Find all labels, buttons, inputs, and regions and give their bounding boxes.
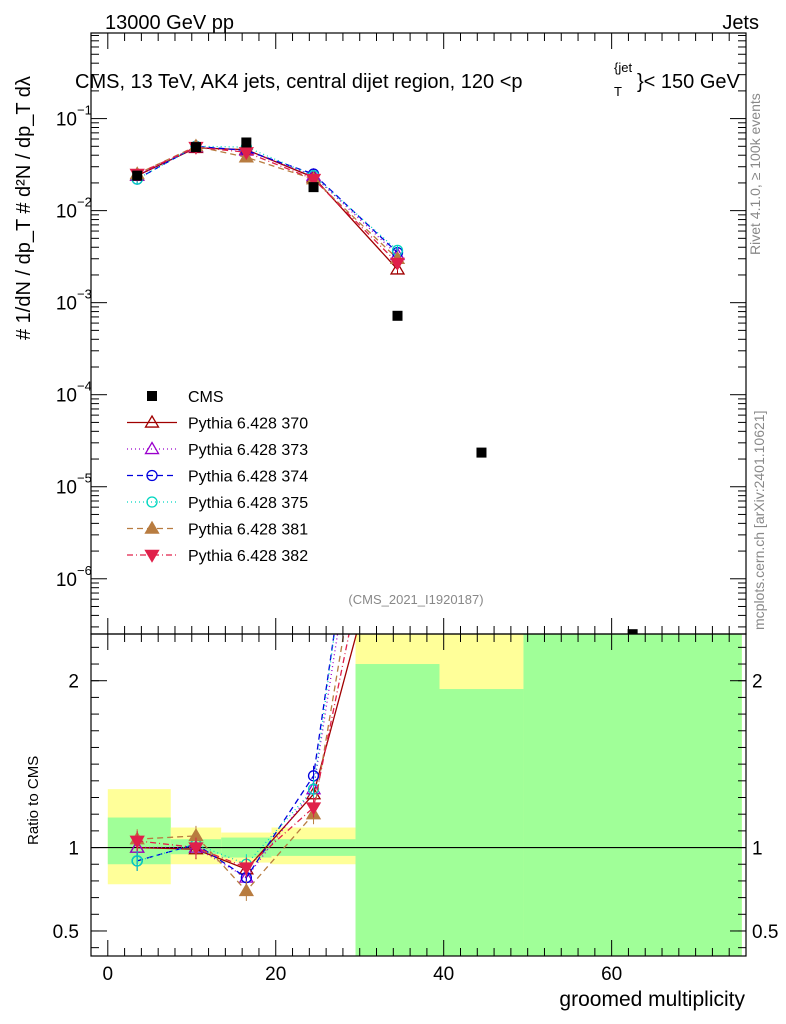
legend-label-0: Pythia 6.428 370 (188, 416, 308, 433)
data-point-5 (476, 447, 487, 458)
ratio-ytick-label-left-2: 2 (68, 672, 79, 693)
main-ytick-sup-5: −1 (77, 103, 92, 118)
x-axis-label: groomed multiplicity (559, 988, 745, 1011)
series-line-5 (136, 146, 398, 264)
title-main: CMS, 13 TeV, AK4 jets, central dijet reg… (75, 71, 523, 93)
green-band-6 (523, 634, 742, 956)
legend-label-1: Pythia 6.428 373 (188, 442, 308, 459)
data-point-0 (132, 170, 143, 181)
legend-marker-3 (146, 496, 158, 508)
svg-text:Ratio to CMS: Ratio to CMS (25, 756, 42, 845)
ratio-ytick-label-right-1: 1 (752, 839, 763, 860)
main-ytick-sup-0: −6 (77, 563, 92, 578)
data-point-6 (627, 629, 638, 634)
series-point-5-3 (305, 173, 322, 187)
ratio-point-5-2 (238, 862, 254, 876)
ratio-y-axis-label: Ratio to CMS (25, 756, 42, 845)
legend-label-4: Pythia 6.428 381 (188, 522, 308, 539)
mcplots-side-label: mcplots.cern.ch [arXiv:2401.10621] (751, 411, 767, 630)
main-ytick-label-4: 10 (56, 202, 77, 223)
ratio-point-3-0 (131, 855, 143, 867)
series-line-3 (136, 145, 398, 251)
energy-label: 13000 GeV pp (105, 12, 234, 34)
xtick-label-0: 0 (103, 964, 114, 985)
legend: CMS Pythia 6.428 370 Pythia 6.428 373 Pythi… (127, 389, 308, 565)
xtick-label-2: 40 (433, 964, 454, 985)
svg-text:Rivet 4.1.0, ≥ 100k events: Rivet 4.1.0, ≥ 100k events (747, 93, 763, 255)
legend-label-5: Pythia 6.428 382 (188, 548, 308, 565)
ratio-frame (90, 633, 747, 957)
series-line-1 (136, 146, 398, 256)
legend-marker-data (147, 391, 157, 401)
ratio-point-5-0 (129, 835, 145, 849)
main-frame (90, 32, 747, 635)
main-ytick-label-0: 10 (56, 570, 77, 591)
legend-marker-0 (144, 414, 160, 428)
legend-marker-4 (144, 520, 160, 534)
main-ytick-sup-4: −2 (77, 195, 92, 210)
ratio-line-3 (137, 634, 336, 866)
series-line-0 (136, 147, 398, 270)
main-ytick-label-1: 10 (56, 478, 77, 499)
series-line-2 (136, 145, 398, 254)
series-point-5-2 (238, 147, 254, 161)
series-line-4 (136, 145, 398, 260)
title-sup: {jet (614, 60, 632, 75)
green-band-4 (355, 664, 440, 956)
legend-label-2: Pythia 6.428 374 (188, 469, 308, 486)
ratio-point-4-2 (238, 883, 254, 897)
ratio-point-5-1 (188, 842, 204, 856)
ratio-point-0-4 (391, 474, 404, 485)
ratio-uncertainty-bands (107, 634, 742, 956)
legend-label-data: CMS (188, 389, 224, 406)
ratio-point-5-3 (305, 802, 322, 816)
analysis-id-label: (CMS_2021_I1920187) (348, 592, 483, 607)
legend-marker-2 (146, 469, 158, 482)
main-y-axis-label: # 1/dN / dp_T # d²N / dp_T dλ (13, 76, 35, 340)
ratio-point-2-4 (393, 192, 403, 202)
green-band-5 (439, 689, 524, 956)
plot-title: CMS, 13 TeV, AK4 jets, central dijet reg… (75, 60, 741, 99)
ratio-point-3-4 (393, 159, 403, 169)
title-sub: T (614, 84, 622, 99)
ratio-point-3-3 (307, 783, 320, 795)
main-ytick-sup-3: −3 (77, 287, 92, 302)
ratio-ytick-label-left-0: 0.5 (53, 922, 79, 943)
series-point-5-4 (389, 257, 406, 271)
ratio-panel-data (91, 159, 746, 901)
data-point-3 (308, 182, 319, 193)
main-ytick-label-5: 10 (56, 110, 77, 131)
main-ytick-label-2: 10 (56, 386, 77, 407)
xtick-label-1: 20 (265, 964, 286, 985)
main-ytick-sup-2: −4 (77, 379, 92, 394)
ratio-ytick-label-right-2: 2 (752, 672, 763, 693)
legend-label-3: Pythia 6.428 375 (188, 495, 308, 512)
main-panel-data (129, 137, 638, 634)
xtick-label-3: 60 (601, 964, 622, 985)
ratio-point-5-4 (391, 393, 404, 404)
data-point-2 (241, 137, 252, 148)
ratio-ytick-label-right-0: 0.5 (752, 922, 778, 943)
axes: 10−610−510−410−310−210 −10.5 0.51 12 20 20 40 6… (53, 32, 778, 985)
data-point-1 (190, 142, 201, 153)
data-point-4 (392, 310, 403, 321)
legend-marker-5 (144, 549, 160, 563)
legend-marker-1 (144, 441, 160, 455)
rivet-side-label: Rivet 4.1.0, ≥ 100k events (747, 93, 763, 255)
svg-text:mcplots.cern.ch [arXiv:2401.10: mcplots.cern.ch [arXiv:2401.10621] (751, 411, 767, 630)
main-ytick-sup-1: −5 (77, 471, 92, 486)
series-point-0-4 (389, 261, 406, 275)
main-ytick-label-3: 10 (56, 294, 77, 315)
ratio-ytick-label-left-1: 1 (68, 839, 79, 860)
category-label: Jets (722, 12, 759, 34)
title-end: }< 150 GeV (637, 71, 741, 93)
svg-text:# 1/dN / dp_T # d²N / dp_T: # 1/dN / dp_T # d²N / dp_T dλ (13, 76, 35, 340)
